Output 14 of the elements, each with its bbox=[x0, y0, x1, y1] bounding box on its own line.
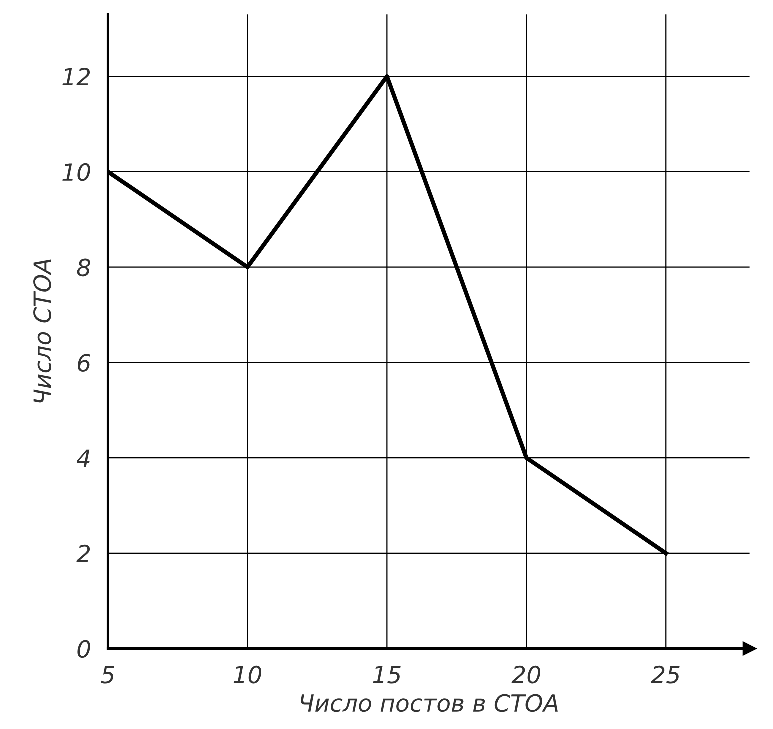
y-tick-label: 4 bbox=[76, 450, 90, 468]
x-axis-title: Число постов в СТОА bbox=[301, 694, 558, 712]
y-tick-label: 8 bbox=[77, 258, 91, 277]
y-tick-label: 10 bbox=[62, 163, 90, 182]
y-tick-label: 0 bbox=[78, 640, 90, 658]
x-tick-label: 25 bbox=[651, 666, 680, 684]
x-tick-label: 10 bbox=[234, 666, 262, 684]
y-tick-label: 6 bbox=[78, 354, 91, 372]
y-axis-title: Число СТОА bbox=[34, 260, 52, 403]
y-tick-label: 12 bbox=[62, 68, 90, 86]
x-tick-label: 5 bbox=[101, 666, 114, 684]
y-tick-label: 2 bbox=[76, 544, 90, 562]
x-tick-label: 20 bbox=[512, 666, 540, 684]
x-tick-label: 15 bbox=[373, 666, 401, 684]
